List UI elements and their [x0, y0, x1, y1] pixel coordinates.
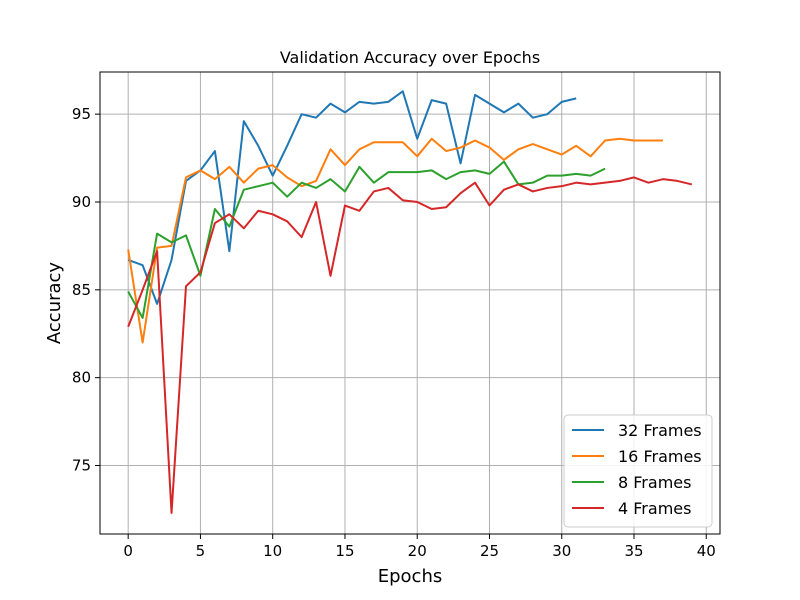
- x-axis-label: Epochs: [378, 566, 443, 587]
- plot-frame: [99, 71, 721, 535]
- series-line-8-frames: [127, 160, 606, 319]
- y-tick-label: 75: [72, 456, 91, 474]
- legend-label-16-frames: 16 Frames: [618, 447, 702, 466]
- legend: 32 Frames 16 Frames 8 Frames 4 Frames: [563, 414, 713, 528]
- x-tick-label: 25: [480, 542, 499, 560]
- series-line-4-frames: [127, 176, 693, 514]
- y-tick-label: 85: [72, 281, 91, 299]
- y-axis-ticks: 75 80 85 90 95: [72, 105, 100, 474]
- x-tick-label: 40: [697, 542, 716, 560]
- legend-box: [563, 414, 713, 528]
- series-line-32-frames: [127, 90, 577, 305]
- y-axis-label: Accuracy: [44, 262, 65, 345]
- x-tick-label: 30: [552, 542, 571, 560]
- x-tick-label: 20: [408, 542, 427, 560]
- x-tick-label: 10: [263, 542, 282, 560]
- x-tick-label: 35: [624, 542, 643, 560]
- x-axis-ticks: 0 5 10 15 20 25 30 35 40: [123, 534, 716, 560]
- legend-label-4-frames: 4 Frames: [618, 499, 691, 518]
- x-tick-label: 15: [335, 542, 354, 560]
- x-tick-label: 5: [196, 542, 206, 560]
- y-tick-label: 80: [72, 369, 91, 387]
- legend-label-8-frames: 8 Frames: [618, 473, 691, 492]
- chart-title: Validation Accuracy over Epochs: [280, 48, 540, 67]
- legend-label-32-frames: 32 Frames: [618, 421, 702, 440]
- series-line-16-frames: [127, 137, 663, 344]
- y-tick-label: 90: [72, 193, 91, 211]
- y-tick-label: 95: [72, 105, 91, 123]
- x-tick-label: 0: [123, 542, 133, 560]
- series-lines: [127, 90, 693, 514]
